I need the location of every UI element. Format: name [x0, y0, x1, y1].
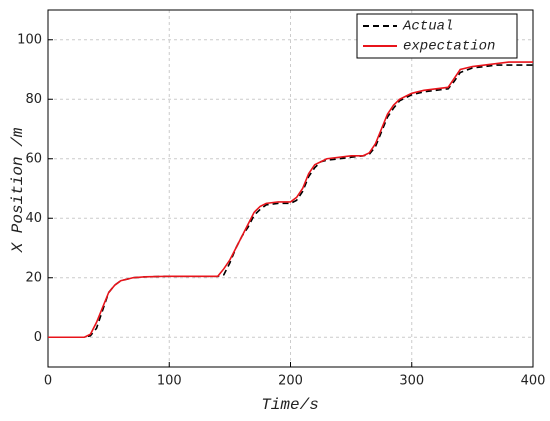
y-tick-label: 60 [25, 151, 42, 166]
y-tick-label: 20 [25, 270, 42, 285]
y-axis-label: X Position /m [9, 127, 27, 253]
x-tick-label: 200 [278, 374, 303, 389]
x-tick-label: 100 [157, 374, 182, 389]
x-tick-label: 400 [521, 374, 546, 389]
plot-frame [47, 9, 534, 368]
y-tick-label: 100 [17, 32, 42, 47]
data-line [48, 61, 533, 339]
legend-label: Actual [402, 19, 453, 35]
y-tick-label: 40 [25, 211, 42, 226]
legend-box [356, 13, 518, 59]
y-tick-label: 0 [34, 330, 42, 345]
x-axis-label: Time/s [261, 396, 319, 414]
y-tick-label: 80 [25, 92, 42, 107]
x-tick-label: 0 [44, 374, 52, 389]
legend-label: expectation [403, 39, 495, 55]
x-tick-label: 300 [399, 374, 424, 389]
